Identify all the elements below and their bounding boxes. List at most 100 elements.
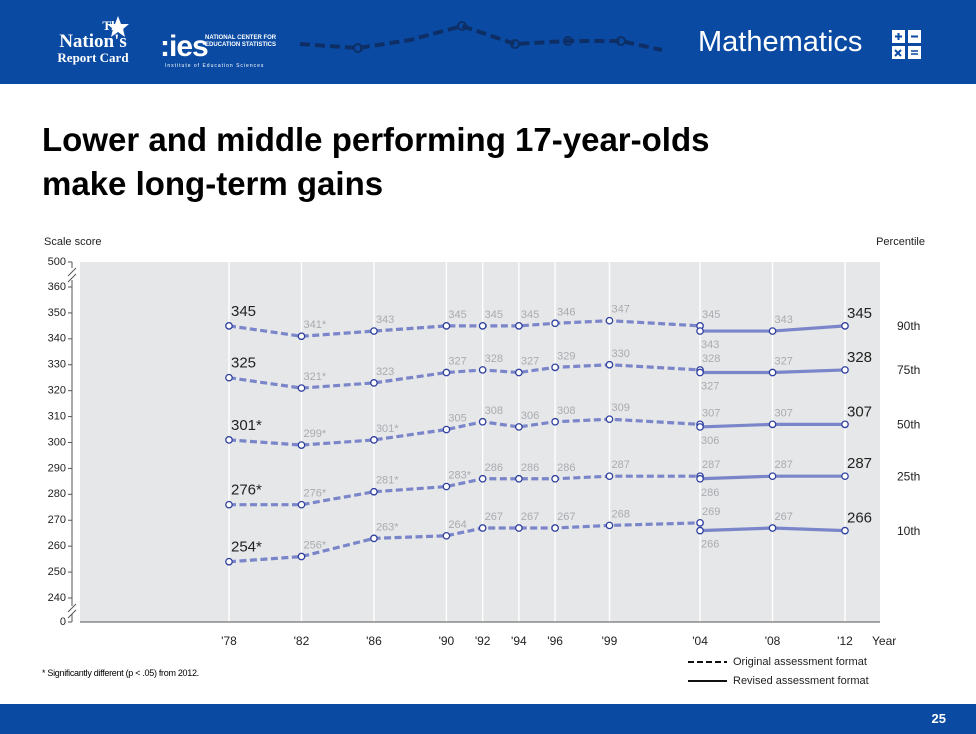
- data-label: 308: [485, 405, 503, 417]
- data-label: 276*: [231, 482, 262, 499]
- x-tick-label: '96: [547, 634, 563, 648]
- data-label: 269: [702, 506, 720, 518]
- data-label: 307: [702, 407, 720, 419]
- ies-tagline: Institute of Education Sciences: [165, 63, 265, 69]
- data-label: 345: [231, 303, 256, 320]
- y-axis-title: Scale score: [44, 236, 101, 248]
- data-label: 267: [485, 511, 503, 523]
- data-label: 306: [521, 410, 539, 422]
- data-point: [442, 482, 451, 491]
- page-number: 25: [931, 711, 946, 726]
- data-point: [478, 417, 487, 426]
- slide-title-line-1: Lower and middle performing 17-year-olds: [42, 121, 710, 158]
- data-point: [442, 425, 451, 434]
- data-label: 306: [701, 435, 719, 447]
- data-label: 267: [775, 511, 793, 523]
- data-point: [478, 524, 487, 532]
- data-point: [551, 524, 559, 532]
- percentile-label: 50th: [897, 418, 920, 432]
- data-label: 299*: [303, 428, 326, 440]
- data-label: 325: [231, 355, 256, 372]
- data-point: [605, 415, 614, 424]
- data-point: [297, 500, 306, 509]
- y-tick-label: 280: [48, 488, 66, 500]
- data-label: 341*: [303, 319, 326, 331]
- data-point: [768, 368, 777, 377]
- y-tick-label: 290: [48, 462, 66, 474]
- data-label: 286: [701, 487, 719, 499]
- x-tick-label: '99: [602, 634, 618, 648]
- slide-title-line-2: make long-term gains: [42, 165, 384, 202]
- y-tick-label: 330: [48, 359, 66, 371]
- data-point: [297, 384, 306, 392]
- data-point: [297, 441, 306, 449]
- data-label: 345: [847, 305, 872, 322]
- data-point: [515, 474, 523, 483]
- data-label: 283*: [448, 470, 471, 482]
- y-tick-label: 240: [48, 592, 66, 604]
- data-point: [478, 322, 487, 330]
- data-label: 329: [557, 350, 575, 362]
- axis-break-mark: [67, 609, 77, 619]
- data-label: 328: [485, 353, 503, 365]
- star-icon: [107, 16, 129, 37]
- header-decoration: [107, 16, 921, 59]
- data-label: 305: [448, 413, 466, 425]
- data-label: 281*: [376, 475, 399, 487]
- data-label: 286: [521, 462, 539, 474]
- data-point: [696, 526, 704, 535]
- ies-logo: :ies: [160, 30, 209, 63]
- footnote: * Significantly different (p < .05) from…: [42, 668, 199, 678]
- data-label: 323: [376, 366, 394, 378]
- data-point: [515, 368, 523, 377]
- data-label: 287: [847, 455, 872, 472]
- data-label: 327: [448, 356, 466, 368]
- data-point: [225, 322, 233, 330]
- data-label: 266: [701, 539, 719, 551]
- data-label: 330: [611, 348, 629, 360]
- data-label: 346: [557, 306, 575, 318]
- data-point: [605, 472, 614, 481]
- data-label: 309: [611, 402, 629, 414]
- data-label: 321*: [303, 371, 326, 383]
- x-tick-label: '12: [837, 634, 853, 648]
- data-point: [696, 518, 704, 527]
- data-point: [605, 316, 614, 325]
- y-tick-label: 340: [48, 333, 66, 345]
- data-point: [696, 474, 704, 483]
- data-point: [551, 363, 559, 372]
- data-point: [605, 521, 614, 530]
- data-label: 347: [611, 304, 629, 316]
- y-tick-label: 350: [48, 307, 66, 319]
- data-point: [605, 360, 614, 369]
- x-tick-label: '04: [692, 634, 708, 648]
- slide-title: Lower and middle performing 17-year-olds…: [42, 118, 709, 206]
- data-label: 264: [448, 519, 466, 531]
- data-label: 287: [775, 459, 793, 471]
- data-label: 286: [485, 462, 503, 474]
- data-point: [515, 524, 523, 532]
- data-point: [696, 368, 704, 377]
- x-tick-label: '78: [221, 634, 237, 648]
- data-label: 327: [521, 356, 539, 368]
- data-label: 327: [701, 381, 719, 393]
- nations-report-card-logo: The Nation's Report Card: [57, 18, 129, 65]
- data-point: [515, 322, 523, 330]
- y-tick-label: 0: [60, 616, 66, 628]
- footer-banner: 25: [0, 704, 976, 734]
- data-label: 345: [448, 309, 466, 321]
- percentile-label: 10th: [897, 524, 920, 538]
- data-point: [370, 379, 378, 387]
- percentile-label: 25th: [897, 469, 920, 483]
- data-point: [768, 327, 777, 335]
- percentile-axis-title: Percentile: [876, 236, 925, 248]
- data-label: 301*: [231, 417, 262, 434]
- data-label: 328: [847, 349, 872, 366]
- data-point: [225, 557, 233, 566]
- data-point: [442, 322, 451, 330]
- data-label: 267: [521, 511, 539, 523]
- data-label: 263*: [376, 521, 399, 533]
- x-tick-label: '94: [511, 634, 527, 648]
- legend-revised-label: Revised assessment format: [733, 675, 869, 687]
- data-label: 327: [775, 356, 793, 368]
